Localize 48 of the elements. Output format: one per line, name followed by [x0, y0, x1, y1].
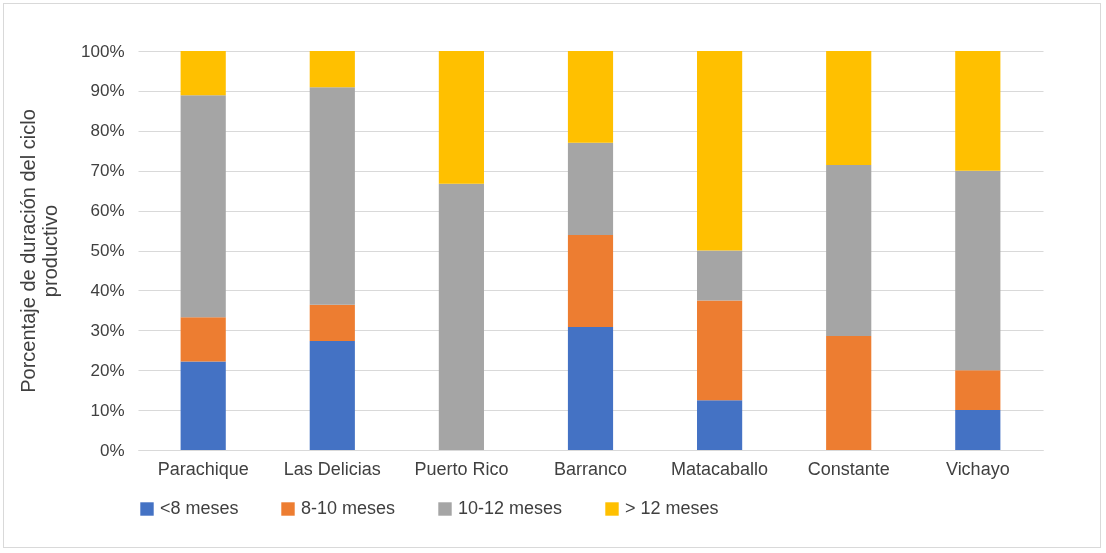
y-tick-label: 90% [90, 81, 125, 101]
legend-label: <8 meses [160, 498, 239, 518]
bar [180, 317, 226, 362]
y-tick-label: 10% [90, 400, 125, 420]
bar [438, 183, 484, 450]
bar [697, 400, 743, 450]
y-tick-label: 50% [90, 241, 125, 260]
y-tick-label: 20% [90, 360, 125, 380]
y-tick-label: 80% [90, 121, 125, 141]
x-tick-label: Matacaballo [671, 458, 769, 479]
bar [697, 300, 743, 401]
legend-label: 10-12 meses [458, 498, 563, 518]
legend-label: > 12 meses [625, 498, 719, 518]
bar [826, 165, 872, 336]
bar [309, 87, 355, 305]
x-tick-label: Parachique [157, 458, 249, 479]
bar [697, 51, 743, 251]
y-tick-label: 30% [90, 320, 125, 340]
bar [567, 142, 614, 235]
y-tick-label: 0% [99, 440, 125, 460]
bar [180, 51, 226, 96]
bar [309, 341, 355, 450]
legend-label: 8-10 meses [301, 498, 396, 518]
y-tick-label: 70% [90, 161, 125, 181]
y-tick-label: 40% [90, 280, 125, 300]
x-tick-label: Las Delicias [283, 458, 381, 479]
bar [567, 327, 614, 450]
bar [955, 370, 1001, 411]
bar [826, 51, 872, 166]
bar [180, 361, 226, 450]
x-tick-label: Barranco [553, 458, 628, 479]
y-tick-label: 60% [90, 201, 125, 221]
bar [567, 51, 614, 143]
bar [955, 410, 1001, 450]
bar [955, 51, 1001, 171]
bar [697, 250, 743, 301]
y-axis-title: Porcentaje de duración del ciclo productivo [17, 109, 62, 393]
bar [438, 51, 484, 184]
bar [180, 95, 226, 318]
y-tick-label: 100% [81, 41, 125, 61]
bar [309, 304, 355, 342]
bar [955, 170, 1001, 371]
x-tick-label: Puerto Rico [414, 458, 509, 479]
bar [567, 234, 614, 328]
bar [309, 51, 355, 88]
bar [826, 335, 872, 450]
x-tick-label: Vichayo [945, 458, 1010, 479]
x-tick-label: Constante [807, 458, 890, 479]
